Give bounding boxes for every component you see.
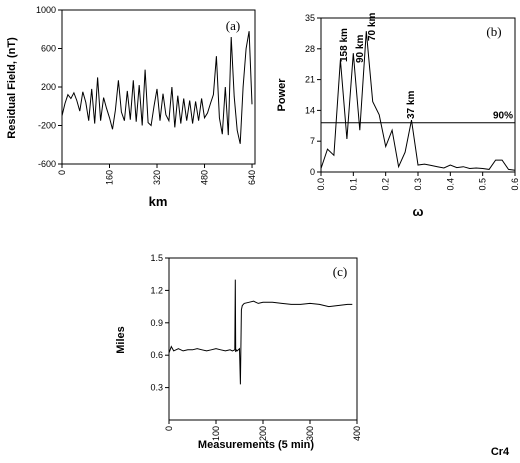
panel-a-x-tick-label: 160 [105,170,115,185]
panel-b-x-tick-label: 0.1 [348,178,358,191]
panel-a-y-tick-label: -600 [38,159,56,169]
panel-c-label: (c) [333,264,347,279]
panel-c-y-tick-label: 1.2 [150,285,163,295]
panel-b-x-tick-label: 0.0 [316,178,326,191]
panel-a-x-tick-label: 0 [57,170,67,175]
panel-c-x-tick-label: 200 [258,426,268,441]
panel-b-x-tick-label: 0.2 [381,178,391,191]
panel-a-x-ticks: 0 160 320 480 640 [57,164,257,185]
panel-b-y-tick-label: 35 [305,13,315,23]
panel-c-series-line [168,279,353,385]
panel-c-y-tick-label: 0.6 [150,350,163,360]
panel-c-x-ticks: 0 100 200 300 400 [164,420,362,441]
panel-b-x-ticks: 0.0 0.1 0.2 0.3 0.4 0.5 0.6 [316,172,520,191]
panel-c-x-tick-label: 300 [305,426,315,441]
panel-b-annotation-70km: 70 km [367,13,378,41]
panel-b-x-tick-label: 0.6 [510,178,520,191]
panel-a-y-tick-label: -200 [38,121,56,131]
panel-b-label: (b) [486,24,501,39]
panel-c-y-tick-label: 0.9 [150,318,163,328]
panel-c-y-tick-label: 1.5 [150,253,163,263]
panel-b-y-tick-label: 28 [305,44,315,54]
panel-b-threshold-label: 90% [493,111,513,122]
panel-a-y-axis-label: Residual Field, (nT) [6,37,18,139]
panel-c: 0 100 200 300 400 0.3 0.6 0.9 1.2 1.5 (c) Measur… [115,253,510,458]
panel-b-y-tick-label: 21 [305,75,315,85]
panel-a-y-tick-label: 200 [41,82,56,92]
panel-a-label: (a) [226,18,240,33]
panel-b: 0.0 0.1 0.2 0.3 0.4 0.5 0.6 0 7 14 21 28 35 90% (b)… [276,13,520,219]
panel-c-x-tick-label: 0 [164,426,174,431]
panel-a-x-tick-label: 640 [247,170,257,185]
panel-b-x-tick-label: 0.5 [478,178,488,191]
panel-b-y-ticks: 0 7 14 21 28 35 [305,13,321,177]
panel-a-frame [61,9,256,165]
panel-b-y-tick-label: 14 [305,105,315,115]
panel-b-y-tick-label: 0 [310,167,315,177]
figure-id-label: Cr4 [491,446,510,458]
panel-b-x-axis-label: ω [413,204,424,219]
panel-b-x-tick-label: 0.3 [413,178,423,191]
panel-a-y-tick-label: 600 [41,44,56,54]
panel-c-y-tick-label: 0.3 [150,383,163,393]
panel-a-y-tick-label: 1000 [36,5,56,15]
panel-c-y-ticks: 0.3 0.6 0.9 1.2 1.5 [150,253,169,393]
panel-a-series-line [61,31,253,144]
panel-b-annotation-37km: 37 km [406,91,417,119]
panel-b-annotation-158km: 158 km [339,28,350,62]
panel-a-x-axis-label: km [149,194,168,209]
panel-b-series-line [320,31,516,171]
panel-c-x-tick-label: 400 [352,426,362,441]
panel-b-y-axis-label: Power [276,78,288,112]
panel-a-x-tick-label: 480 [200,170,210,185]
panel-b-y-tick-label: 7 [310,136,315,146]
panel-a-y-ticks: -600 -200 200 600 1000 [36,5,62,169]
panel-c-x-tick-label: 100 [211,426,221,441]
panel-c-frame [168,257,358,421]
panel-a-x-tick-label: 320 [152,170,162,185]
panel-c-y-axis-label: Miles [115,326,127,354]
panel-b-x-tick-label: 0.4 [445,178,455,191]
panel-b-annotation-90km: 90 km [355,35,366,63]
panel-c-x-axis-label: Measurements (5 min) [198,439,314,451]
